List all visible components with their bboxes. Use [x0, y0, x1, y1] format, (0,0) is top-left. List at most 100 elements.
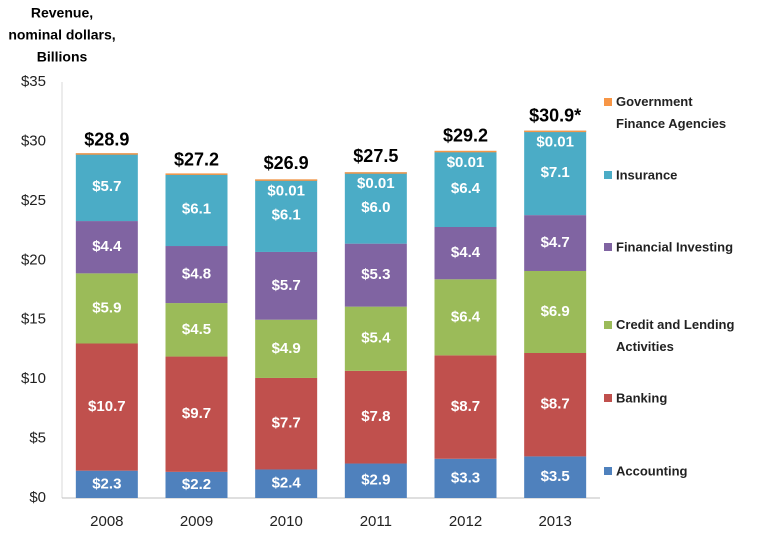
- legend-swatch: [604, 394, 612, 402]
- y-tick-label: $0: [29, 489, 46, 506]
- bar-segment: [75, 221, 138, 274]
- bar-segment: [434, 150, 497, 153]
- value-label: $5.9: [92, 299, 121, 316]
- value-label: $6.9: [541, 303, 570, 320]
- total-label: $28.9: [84, 129, 129, 149]
- bar-segment: [434, 458, 497, 498]
- value-label: $5.7: [272, 277, 301, 294]
- value-label: $4.4: [92, 238, 122, 255]
- value-label: $4.9: [272, 340, 301, 357]
- y-axis-title: nominal dollars,: [8, 27, 115, 43]
- value-label: $3.3: [451, 469, 480, 486]
- value-label: $4.7: [541, 234, 570, 251]
- y-tick-label: $25: [21, 192, 46, 209]
- total-label: $29.2: [443, 126, 488, 146]
- y-axis-title: Billions: [37, 49, 88, 65]
- legend-label: Government Finance Agencies: [616, 94, 726, 131]
- bar-segment: [165, 471, 228, 498]
- bar-segment: [524, 352, 587, 457]
- value-label: $5.3: [361, 266, 390, 283]
- total-label: $26.9: [264, 153, 309, 173]
- y-tick-label: $5: [29, 430, 46, 447]
- value-label: $2.3: [92, 475, 121, 492]
- bar-segment: [255, 179, 318, 181]
- y-tick-label: $20: [21, 251, 46, 268]
- value-label: $2.4: [272, 475, 302, 492]
- legend-label: Insurance: [616, 167, 677, 182]
- total-label: $27.2: [174, 149, 219, 169]
- value-label: $0.01: [447, 154, 485, 171]
- legend-swatch: [604, 243, 612, 251]
- y-tick-label: $10: [21, 370, 46, 387]
- y-tick-label: $15: [21, 311, 46, 328]
- value-label: $2.9: [361, 472, 390, 489]
- legend-swatch: [604, 321, 612, 329]
- x-tick-label: 2011: [360, 513, 392, 530]
- value-label: $3.5: [541, 468, 570, 485]
- bar-segment: [255, 469, 318, 498]
- value-label: $4.5: [182, 321, 211, 338]
- bar-segment: [524, 130, 587, 216]
- value-label: $6.1: [182, 201, 211, 218]
- bar-segment: [344, 243, 407, 307]
- value-label: $6.4: [451, 180, 481, 197]
- bar-segment: [165, 246, 228, 304]
- bar-segment: [434, 355, 497, 459]
- x-tick-label: 2013: [538, 513, 571, 530]
- bar-segment: [165, 303, 228, 357]
- value-label: $0.01: [357, 175, 395, 192]
- bar-segment: [255, 377, 318, 470]
- bar-segment: [75, 153, 138, 155]
- value-label: $8.7: [541, 396, 570, 413]
- bar-segment: [344, 463, 407, 498]
- y-tick-label: $35: [21, 73, 46, 90]
- value-label: $10.7: [88, 398, 126, 415]
- bar-segment: [344, 172, 407, 244]
- bar-segment: [165, 356, 228, 472]
- x-tick-label: 2012: [449, 513, 482, 530]
- bar-segment: [434, 227, 497, 280]
- bar-segment: [255, 319, 318, 378]
- legend-swatch: [604, 171, 612, 179]
- bar-segment: [75, 153, 138, 222]
- bar-segment: [255, 251, 318, 320]
- value-label: $9.7: [182, 405, 211, 422]
- bar-segment: [524, 456, 587, 498]
- total-label: $27.5: [353, 146, 398, 166]
- value-label: $5.4: [361, 330, 391, 347]
- value-label: $0.01: [536, 134, 574, 151]
- bar-segment: [344, 370, 407, 464]
- bar-segment: [165, 173, 228, 247]
- value-label: $6.0: [361, 199, 390, 216]
- total-label: $30.9*: [529, 105, 581, 125]
- legend-label: Credit and Lending Activities: [616, 317, 735, 354]
- bar-segment: [75, 470, 138, 498]
- bar-segment: [75, 343, 138, 471]
- value-label: $7.1: [541, 164, 570, 181]
- bar-segment: [255, 179, 318, 252]
- bar-segment: [165, 173, 228, 175]
- value-label: $4.8: [182, 266, 211, 283]
- x-tick-label: 2008: [90, 513, 123, 530]
- x-tick-label: 2009: [180, 513, 213, 530]
- legend-label: Banking: [616, 390, 667, 405]
- value-label: $6.1: [272, 207, 301, 224]
- value-label: $7.8: [361, 408, 390, 425]
- bar-segment: [344, 306, 407, 371]
- value-label: $4.4: [451, 244, 481, 261]
- bar-segment: [344, 172, 407, 174]
- value-label: $5.7: [92, 178, 121, 195]
- x-tick-label: 2010: [269, 513, 302, 530]
- legend-label: Financial Investing: [616, 239, 733, 254]
- bar-segment: [524, 130, 587, 133]
- bar-segment: [524, 270, 587, 353]
- value-label: $7.7: [272, 415, 301, 432]
- legend-swatch: [604, 467, 612, 475]
- bar-segment: [524, 215, 587, 271]
- value-label: $6.4: [451, 308, 481, 325]
- value-label: $0.01: [267, 182, 305, 199]
- bar-segment: [75, 273, 138, 344]
- bar-segment: [434, 279, 497, 356]
- legend-label: Accounting: [616, 463, 688, 478]
